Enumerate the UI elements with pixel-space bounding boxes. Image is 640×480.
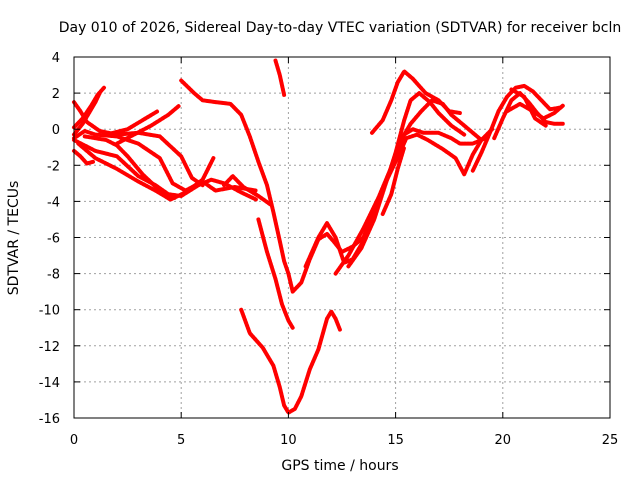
series-track-h	[82, 134, 177, 200]
series-track-j	[114, 103, 182, 146]
series-track-b	[72, 91, 102, 137]
y-tick-label: -12	[39, 340, 60, 355]
series-track-d	[72, 100, 205, 188]
series-track-l	[179, 78, 484, 294]
x-tick-label: 20	[495, 433, 512, 448]
series-track-k	[222, 174, 274, 207]
series-track-n	[256, 217, 295, 330]
x-tick-label: 0	[70, 433, 78, 448]
data-series-group	[72, 58, 565, 415]
y-tick-label: 0	[52, 123, 60, 138]
y-tick-label: -2	[47, 159, 60, 174]
series-track-u	[470, 83, 563, 173]
y-tick-label: 4	[52, 51, 60, 66]
y-tick-label: -4	[47, 195, 60, 210]
x-tick-label: 5	[177, 433, 185, 448]
y-tick-label: -10	[39, 304, 60, 319]
series-track-o	[239, 307, 342, 415]
x-axis-tick-labels: 0 5 10 15 20 25	[70, 433, 618, 448]
y-tick-label: -8	[47, 268, 60, 283]
series-track-s	[370, 69, 462, 135]
series-track-g	[76, 141, 216, 202]
axis-ticks	[73, 56, 611, 419]
series-track-x	[509, 87, 548, 128]
y-axis-label: SDTVAR / TECUs	[6, 181, 22, 296]
x-axis-label: GPS time / hours	[281, 458, 398, 474]
y-tick-label: 2	[52, 87, 60, 102]
x-tick-label: 25	[602, 433, 619, 448]
series-track-w	[505, 101, 565, 121]
series-track-q	[333, 98, 495, 276]
y-tick-label: -6	[47, 232, 60, 247]
y-tick-label: -14	[39, 376, 60, 391]
series-track-m	[273, 58, 287, 97]
x-tick-label: 15	[387, 433, 404, 448]
x-tick-label: 10	[280, 433, 297, 448]
series-track-r	[346, 91, 467, 269]
series-track-e	[72, 129, 259, 193]
series-track-c	[72, 148, 96, 166]
series-track-i	[104, 109, 160, 137]
series-track-t	[380, 145, 407, 216]
y-tick-label: -16	[39, 412, 60, 427]
chart-title: Day 010 of 2026, Sidereal Day-to-day VTE…	[59, 20, 622, 36]
y-axis-tick-labels: 4 2 0 -2 -4 -6 -8 -10 -12 -14 -16	[39, 51, 60, 427]
